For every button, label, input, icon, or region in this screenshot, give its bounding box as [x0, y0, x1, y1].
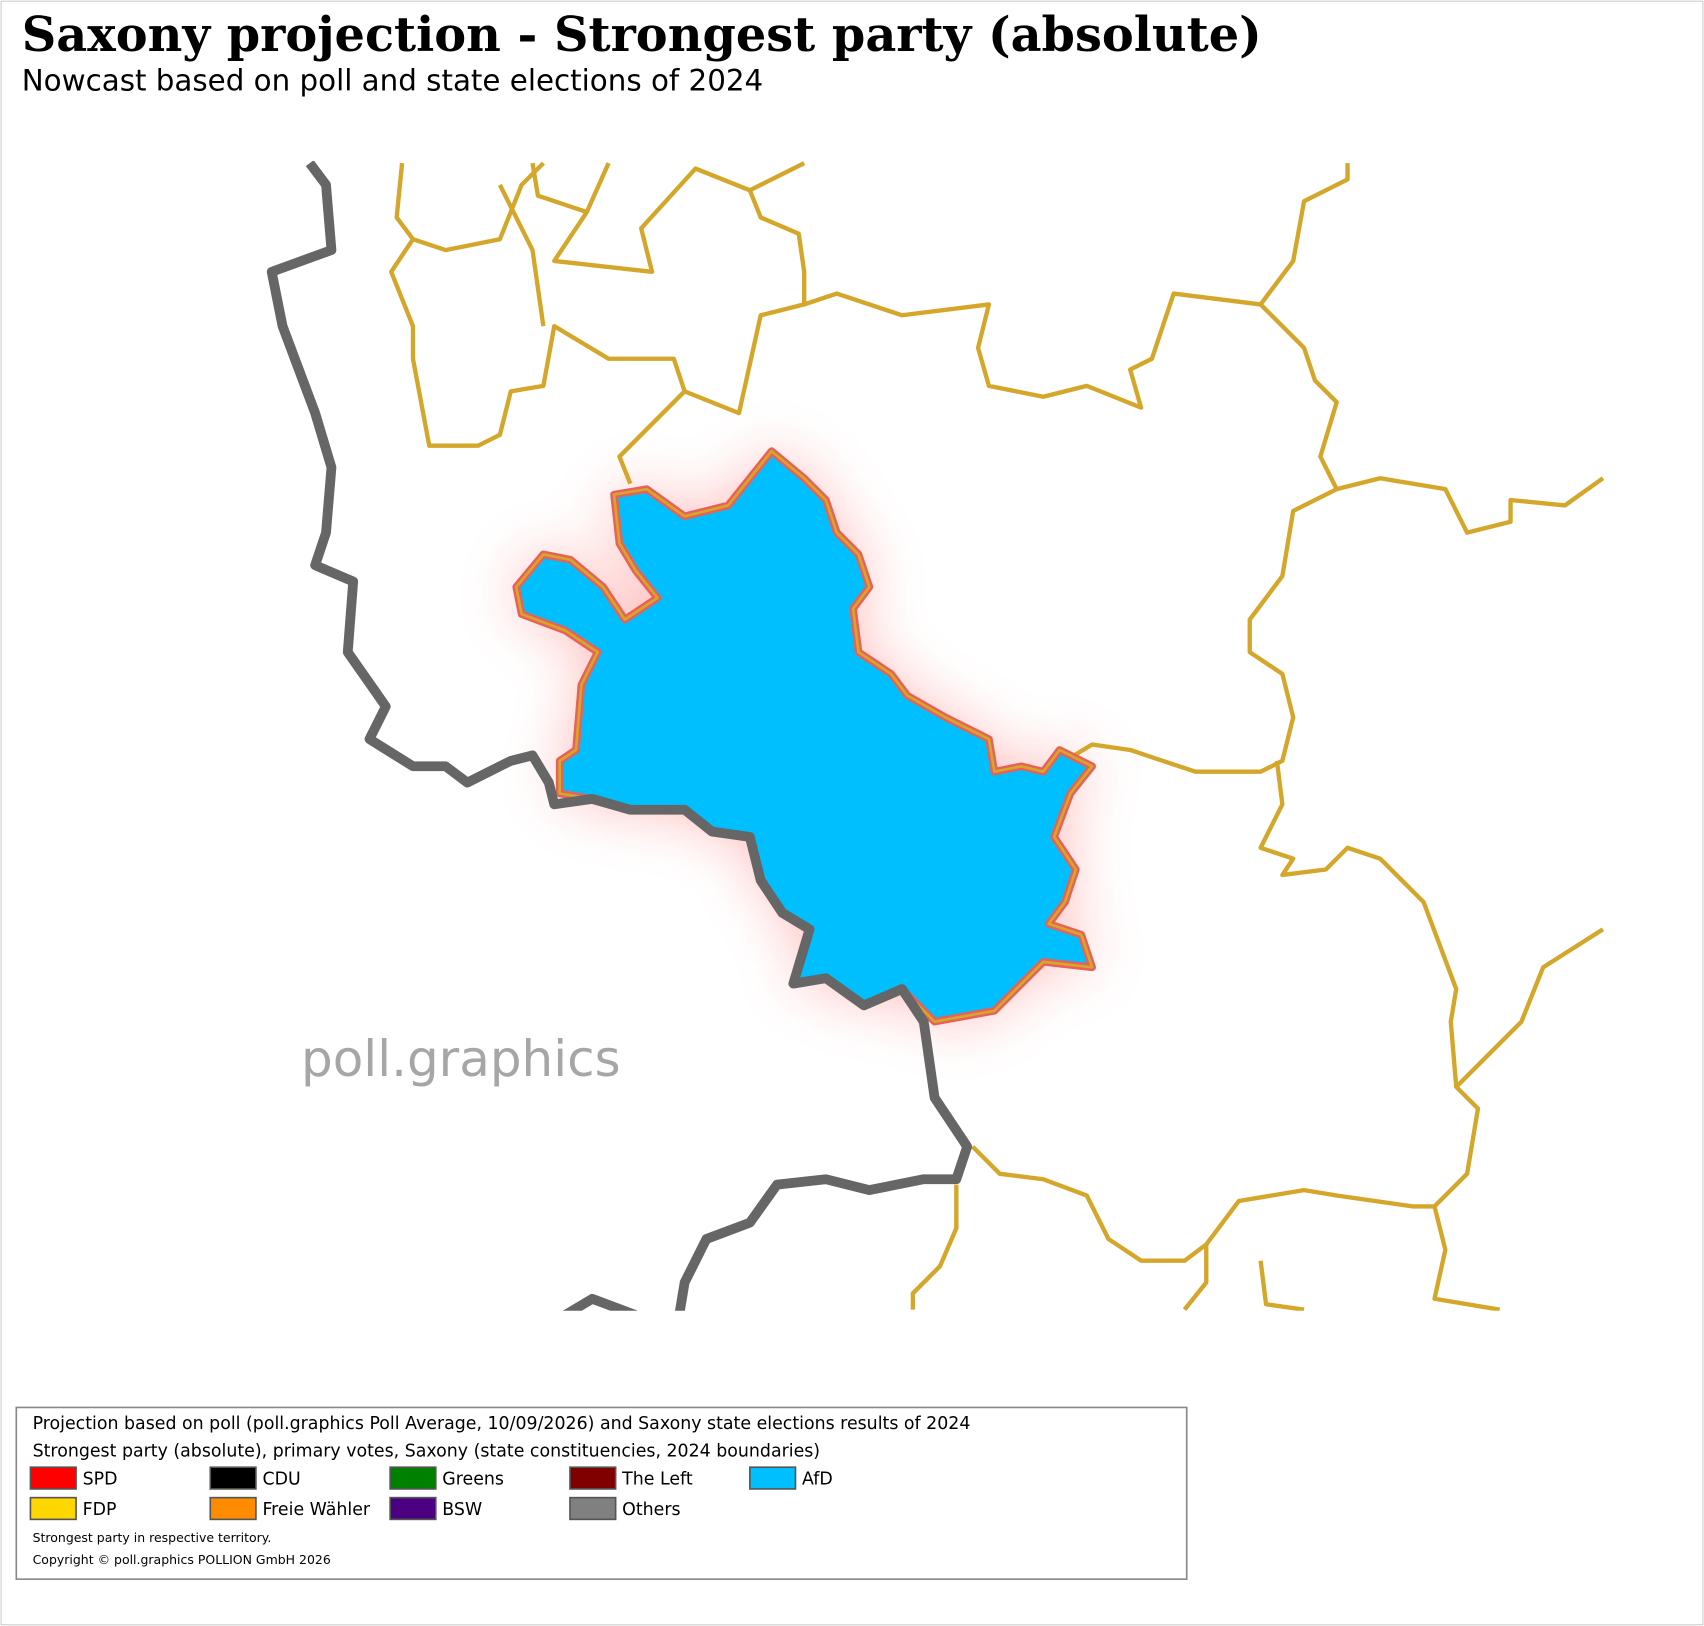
title: Saxony projection - Strongest party (abs… — [22, 7, 1262, 63]
legend-label: AfD — [802, 1470, 833, 1490]
legend-swatch — [389, 1496, 437, 1521]
legend-note: Strongest party in respective territory. — [33, 1530, 272, 1545]
legend-swatch — [29, 1466, 77, 1490]
legend-label: FDP — [83, 1500, 117, 1520]
legend-label: BSW — [442, 1500, 482, 1520]
legend-swatch — [29, 1496, 77, 1521]
legend-label: SPD — [83, 1470, 118, 1490]
legend-swatch — [209, 1466, 257, 1490]
legend: Projection based on poll (poll.graphics … — [15, 1406, 1188, 1580]
legend-note: Copyright © poll.graphics POLLION GmbH 2… — [33, 1552, 331, 1567]
legend-label: Greens — [442, 1470, 504, 1490]
legend-swatch — [569, 1496, 617, 1521]
legend-label: Others — [622, 1500, 680, 1520]
legend-label: The Left — [621, 1470, 693, 1490]
legend-label: Freie Wähler — [262, 1500, 370, 1520]
legend-box — [15, 1406, 1188, 1580]
legend-label: CDU — [262, 1470, 300, 1490]
watermark: poll.graphics — [301, 1030, 621, 1088]
map — [266, 160, 1605, 1311]
legend-swatch — [569, 1466, 617, 1490]
subtitle: Nowcast based on poll and state election… — [22, 63, 763, 97]
legend-line: Projection based on poll (poll.graphics … — [33, 1414, 971, 1434]
legend-swatch — [749, 1466, 797, 1490]
legend-swatch — [389, 1466, 437, 1490]
legend-line: Strongest party (absolute), primary vote… — [33, 1441, 821, 1461]
legend-swatch — [209, 1496, 257, 1521]
